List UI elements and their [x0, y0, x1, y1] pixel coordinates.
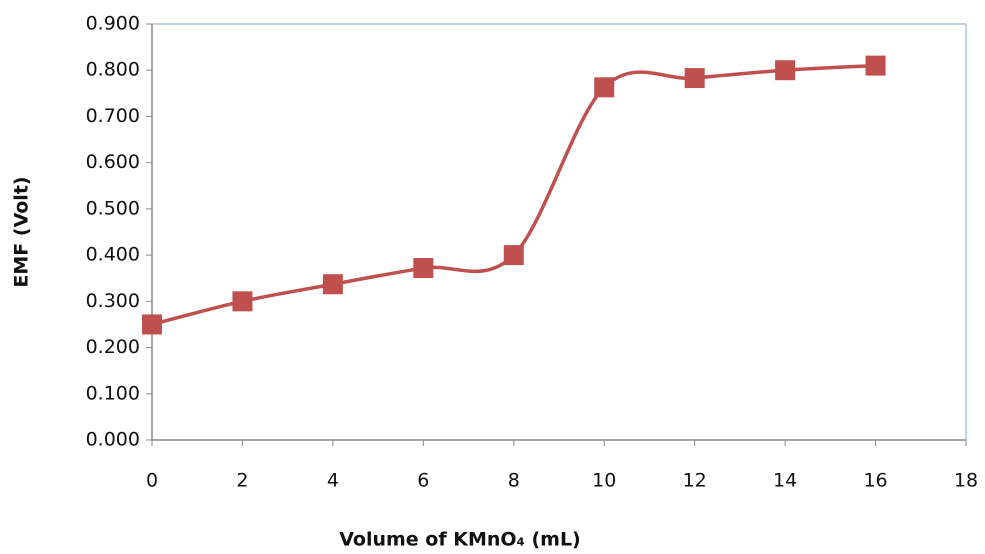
marker: [322, 274, 343, 295]
marker: [232, 291, 253, 312]
y-tick-label: 0.000: [86, 429, 140, 451]
x-tick-label: 12: [683, 470, 707, 492]
marker: [684, 68, 705, 89]
x-tick-label: 14: [773, 470, 797, 492]
line: [151, 63, 876, 327]
y-tick-label: 0.200: [86, 336, 140, 358]
y-tick-label: 0.600: [86, 151, 140, 173]
marker: [775, 60, 796, 81]
x-tick-label: 0: [146, 470, 158, 492]
y-tick-label: 0.900: [86, 13, 140, 35]
x-tick-label: 16: [863, 470, 887, 492]
y-tick-label: 0.700: [86, 105, 140, 127]
marker: [413, 258, 434, 279]
y-tick-label: 0.800: [86, 59, 140, 81]
x-tick-label: 6: [417, 470, 429, 492]
y-tick-label: 0.500: [86, 197, 140, 219]
x-tick-label: 4: [327, 470, 339, 492]
x-tick-label: 18: [954, 470, 978, 492]
marker: [594, 77, 615, 98]
x-axis-title: Volume of KMnO₄ (mL): [339, 529, 581, 551]
marker: [503, 245, 524, 266]
y-tick-label: 0.100: [86, 382, 140, 404]
y-tick-label: 0.400: [86, 244, 140, 266]
y-axis-title: EMF (Volt): [11, 176, 33, 287]
x-tick-label: 8: [508, 470, 520, 492]
x-tick-label: 10: [592, 470, 616, 492]
marker: [142, 314, 162, 335]
y-tick-label: 0.300: [86, 290, 140, 312]
x-tick-label: 2: [236, 470, 248, 492]
marker: [865, 55, 886, 76]
